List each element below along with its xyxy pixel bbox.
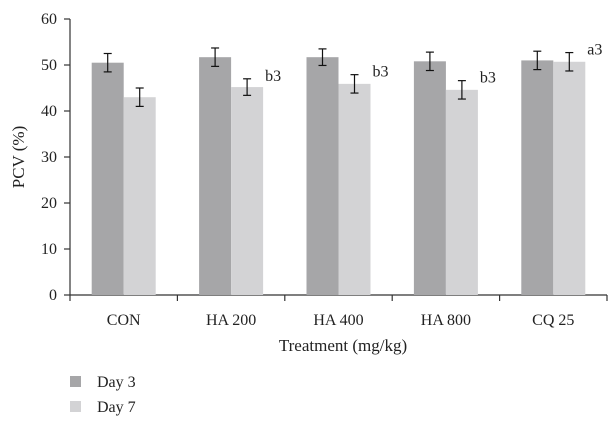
y-tick-label: 60 (41, 11, 57, 28)
y-tick-label: 10 (41, 241, 57, 258)
y-axis-title: PCV (%) (9, 126, 28, 189)
x-tick-label: CQ 25 (532, 312, 574, 329)
x-axis: CON HA 200 HA 400 HA 800 CQ 25 (69, 294, 608, 329)
bar (521, 60, 554, 296)
legend: Day 3 Day 7 (70, 374, 136, 416)
y-tick-label: 50 (41, 57, 57, 74)
bar (123, 97, 156, 295)
bars: b3 b3 b3 a3 (91, 42, 602, 296)
x-tick-label: HA 400 (313, 312, 363, 329)
bar (199, 57, 232, 296)
y-tick-label: 40 (41, 103, 57, 120)
x-tick-label: HA 800 (421, 312, 471, 329)
y-tick-label: 0 (49, 287, 57, 304)
y-axis: 0 10 20 30 40 50 60 (41, 11, 71, 304)
significance-label: a3 (587, 42, 602, 59)
legend-swatch (70, 401, 81, 412)
bar (338, 83, 371, 295)
y-tick-label: 20 (41, 195, 57, 212)
legend-swatch (70, 376, 81, 387)
bar (231, 87, 264, 295)
x-tick-label: HA 200 (206, 312, 256, 329)
significance-label: b3 (265, 68, 281, 85)
significance-label: b3 (480, 70, 496, 87)
legend-label: Day 3 (97, 374, 136, 391)
x-axis-title: Treatment (mg/kg) (279, 336, 407, 355)
bar (91, 62, 124, 296)
bar (445, 89, 478, 295)
y-tick-label: 30 (41, 149, 57, 166)
bar (306, 57, 339, 296)
significance-label: b3 (373, 64, 389, 81)
x-tick-label: CON (107, 312, 141, 329)
bar (413, 61, 446, 295)
legend-label: Day 7 (97, 399, 136, 416)
bar (553, 61, 586, 295)
